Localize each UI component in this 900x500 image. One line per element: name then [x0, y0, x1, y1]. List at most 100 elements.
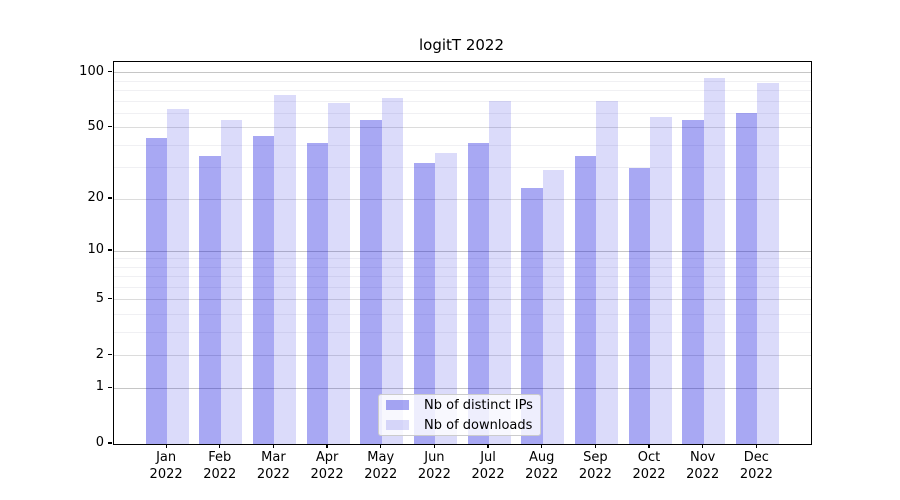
gridline-minor: [114, 314, 811, 316]
y-tick-label: 50: [87, 118, 104, 134]
x-tick-year: 2022: [578, 466, 612, 482]
y-tick-label: 2: [95, 346, 104, 362]
y-tick-label: 20: [87, 190, 104, 206]
x-tick-mark: [755, 444, 757, 448]
x-tick-mark: [380, 444, 382, 448]
legend-item-downloads: Nb of downloads: [386, 417, 540, 434]
x-tick-month: Jun: [424, 450, 445, 465]
bar-downloads-may: [381, 97, 404, 444]
gridline-minor: [114, 89, 811, 91]
legend-item-distinct-ips: Nb of distinct IPs: [386, 397, 540, 414]
x-tick-year: 2022: [310, 466, 344, 482]
x-tick-mark: [594, 444, 596, 448]
x-tick-month: Dec: [743, 450, 769, 465]
x-tick-label: Mar 2022: [245, 450, 301, 483]
x-tick-label: Aug 2022: [514, 450, 570, 483]
y-tick-mark: [108, 298, 112, 300]
x-tick-month: Sep: [583, 450, 608, 465]
bar-downloads-jun: [435, 153, 457, 444]
x-tick-mark: [326, 444, 328, 448]
y-tick-mark: [108, 197, 112, 199]
x-tick-month: Nov: [690, 450, 716, 465]
gridline-major: [114, 198, 811, 200]
x-tick-mark: [648, 444, 650, 448]
x-tick-year: 2022: [739, 466, 773, 482]
bar-downloads-apr: [328, 103, 350, 444]
legend: Nb of distinct IPs Nb of downloads: [378, 394, 541, 436]
x-tick-label: Jan 2022: [138, 450, 194, 483]
x-tick-label: Jun 2022: [406, 450, 462, 483]
x-tick-mark: [272, 444, 274, 448]
gridline-major: [114, 299, 811, 301]
x-tick-year: 2022: [149, 466, 183, 482]
y-tick-mark: [108, 442, 112, 444]
gridline-minor: [114, 144, 811, 146]
chart-title: logitT 2022: [418, 36, 505, 54]
legend-label-downloads: Nb of downloads: [424, 417, 533, 433]
x-tick-year: 2022: [256, 466, 290, 482]
gridline-major: [114, 127, 811, 129]
x-tick-label: Nov 2022: [675, 450, 731, 483]
bar-ips-sep: [574, 155, 597, 444]
bar-ips-nov: [682, 120, 704, 444]
x-tick-year: 2022: [525, 466, 559, 482]
x-tick-label: Sep 2022: [567, 450, 623, 483]
gridline-minor: [114, 266, 811, 268]
bar-ips-may: [360, 120, 382, 444]
x-tick-mark: [487, 444, 489, 448]
x-tick-mark: [702, 444, 704, 448]
x-tick-month: Mar: [261, 450, 286, 465]
y-tick-label: 100: [79, 63, 104, 79]
bar-downloads-oct: [650, 117, 672, 444]
gridline-minor: [114, 286, 811, 288]
x-tick-label: Oct 2022: [621, 450, 677, 483]
y-tick-mark: [108, 71, 112, 73]
y-tick-label: 0: [95, 435, 104, 450]
x-tick-month: Apr: [315, 450, 339, 465]
gridline-minor: [114, 276, 811, 278]
y-tick-label: 1: [95, 379, 104, 395]
x-tick-label: May 2022: [353, 450, 409, 483]
x-tick-year: 2022: [417, 466, 451, 482]
x-tick-mark: [433, 444, 435, 448]
y-tick-mark: [108, 126, 112, 128]
y-tick-mark: [108, 386, 112, 388]
gridline-minor: [114, 80, 811, 82]
x-tick-label: Apr 2022: [299, 450, 355, 483]
gridline-minor: [114, 167, 811, 169]
x-tick-year: 2022: [632, 466, 666, 482]
bar-ips-dec: [735, 113, 758, 444]
y-tick-mark: [108, 354, 112, 356]
x-tick-month: Jul: [480, 450, 496, 465]
bar-ips-jul: [467, 143, 490, 444]
x-tick-year: 2022: [471, 466, 505, 482]
x-tick-month: Jan: [156, 450, 177, 465]
bar-ips-aug: [521, 188, 543, 444]
x-tick-month: Aug: [529, 450, 555, 465]
bar-downloads-jan: [167, 109, 189, 444]
legend-label-distinct-ips: Nb of distinct IPs: [424, 397, 533, 413]
y-tick-label: 5: [95, 290, 104, 306]
y-tick-label: 10: [87, 242, 104, 258]
bar-ips-jan: [145, 137, 168, 444]
plot-area: [113, 61, 812, 445]
x-tick-mark: [541, 444, 543, 448]
x-tick-mark: [219, 444, 221, 448]
gridline-major: [114, 355, 811, 357]
x-tick-year: 2022: [364, 466, 398, 482]
x-tick-month: May: [367, 450, 395, 465]
bar-ips-oct: [628, 167, 651, 444]
gridline-minor: [114, 331, 811, 333]
bar-downloads-nov: [703, 78, 726, 444]
x-tick-year: 2022: [203, 466, 237, 482]
bar-downloads-dec: [757, 82, 779, 444]
legend-swatch-distinct-ips: [386, 400, 409, 410]
bar-ips-jun: [413, 162, 436, 444]
x-tick-label: Jul 2022: [460, 450, 516, 483]
bar-downloads-feb: [220, 120, 243, 444]
gridline-minor: [114, 100, 811, 102]
x-tick-month: Feb: [208, 450, 232, 465]
y-tick-mark: [108, 249, 112, 251]
bar-downloads-aug: [542, 170, 565, 444]
x-tick-mark: [165, 444, 167, 448]
